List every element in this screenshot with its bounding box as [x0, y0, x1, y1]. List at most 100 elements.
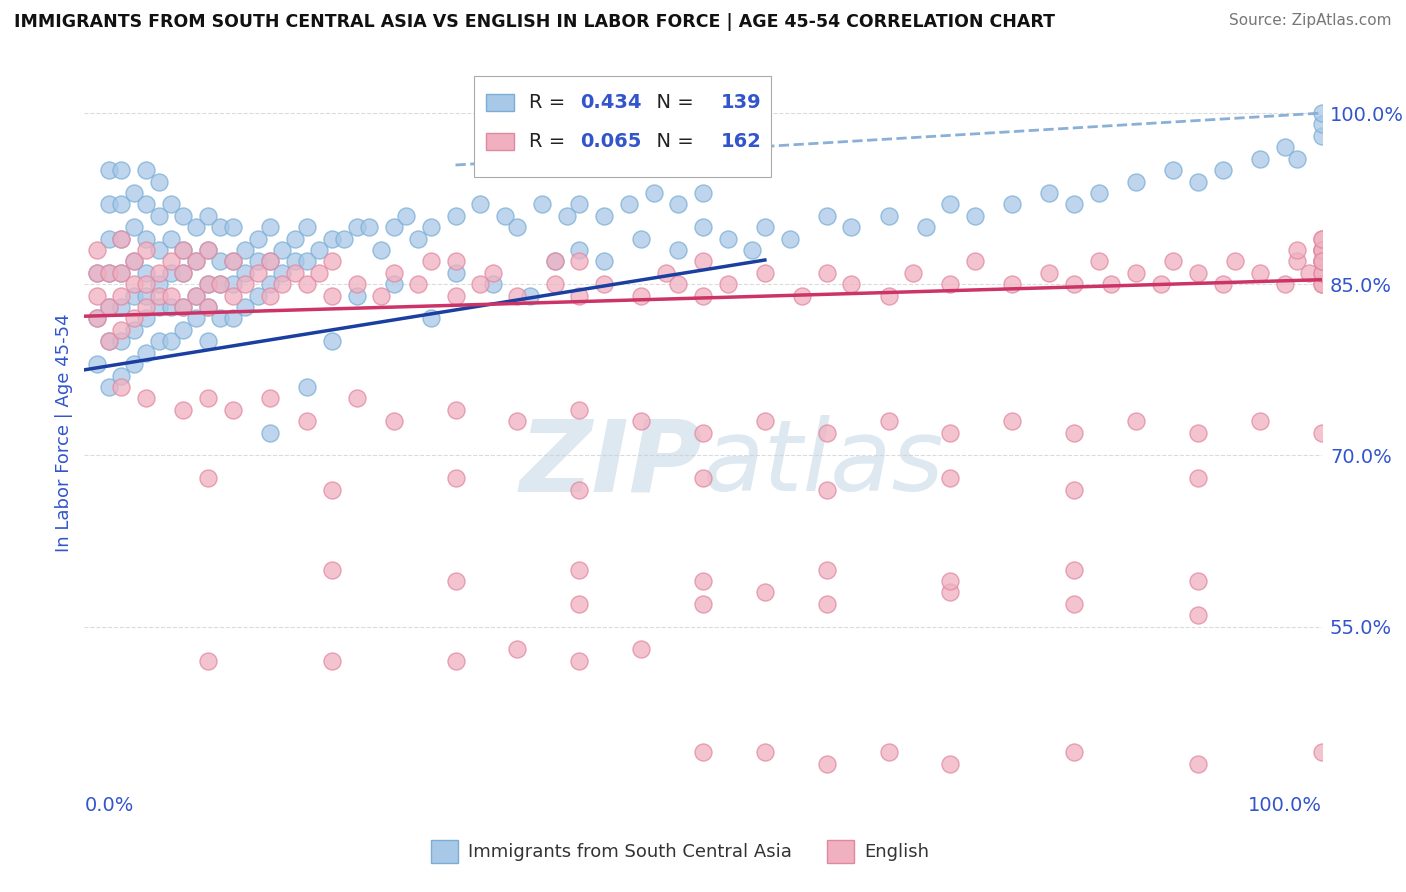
Point: [717, 232, 740, 246]
Text: 139: 139: [720, 94, 761, 112]
Point: [259, 220, 281, 235]
Point: [1310, 128, 1333, 143]
Point: [148, 175, 170, 189]
Point: [815, 597, 838, 611]
Point: [122, 254, 145, 268]
Point: [98, 300, 121, 314]
Point: [86, 311, 108, 326]
Point: [1187, 175, 1209, 189]
Point: [197, 300, 219, 314]
Point: [1310, 266, 1333, 280]
Point: [903, 266, 925, 280]
Point: [382, 414, 405, 428]
Point: [815, 483, 838, 497]
Point: [135, 197, 157, 211]
Point: [506, 220, 529, 235]
Point: [568, 402, 591, 417]
Point: [110, 380, 132, 394]
Point: [148, 334, 170, 349]
Point: [692, 186, 714, 200]
Point: [543, 277, 565, 292]
Point: [692, 597, 714, 611]
Point: [1274, 140, 1296, 154]
Point: [197, 300, 219, 314]
Point: [160, 288, 183, 302]
Point: [222, 311, 245, 326]
Point: [754, 414, 776, 428]
Text: English: English: [863, 843, 929, 861]
Point: [321, 483, 343, 497]
Point: [1310, 118, 1333, 132]
Point: [246, 254, 269, 268]
Point: [233, 277, 256, 292]
Point: [271, 266, 294, 280]
Text: 0.0%: 0.0%: [84, 796, 134, 815]
Point: [754, 585, 776, 599]
Point: [122, 220, 145, 235]
Point: [531, 197, 554, 211]
Point: [370, 288, 392, 302]
Point: [419, 311, 441, 326]
Point: [209, 220, 232, 235]
Point: [148, 288, 170, 302]
Point: [295, 380, 318, 394]
Point: [779, 232, 801, 246]
Point: [110, 232, 132, 246]
Point: [666, 277, 689, 292]
Point: [98, 163, 121, 178]
Point: [593, 254, 616, 268]
Point: [1125, 175, 1147, 189]
Point: [284, 232, 307, 246]
Point: [148, 243, 170, 257]
Point: [222, 288, 245, 302]
Point: [295, 220, 318, 235]
Point: [692, 288, 714, 302]
Point: [1161, 163, 1184, 178]
Point: [197, 243, 219, 257]
Point: [1212, 277, 1234, 292]
Text: R =: R =: [529, 94, 571, 112]
Point: [543, 254, 565, 268]
Point: [543, 254, 565, 268]
Point: [568, 197, 591, 211]
Point: [184, 288, 207, 302]
Point: [1150, 277, 1173, 292]
Point: [110, 163, 132, 178]
Point: [172, 243, 194, 257]
Point: [122, 277, 145, 292]
Point: [1187, 266, 1209, 280]
Point: [1063, 197, 1085, 211]
Point: [122, 323, 145, 337]
Point: [148, 300, 170, 314]
Point: [98, 380, 121, 394]
Point: [939, 197, 962, 211]
Point: [135, 392, 157, 406]
Point: [1298, 266, 1320, 280]
FancyBboxPatch shape: [474, 76, 770, 177]
Point: [444, 574, 467, 588]
Point: [172, 266, 194, 280]
Point: [160, 334, 183, 349]
Point: [1274, 277, 1296, 292]
Bar: [486, 95, 513, 112]
Point: [197, 243, 219, 257]
Point: [568, 288, 591, 302]
Point: [914, 220, 936, 235]
Point: [754, 220, 776, 235]
Point: [321, 232, 343, 246]
Point: [815, 266, 838, 280]
Point: [1099, 277, 1122, 292]
Point: [1063, 745, 1085, 759]
Point: [233, 266, 256, 280]
Point: [617, 197, 640, 211]
Point: [630, 288, 652, 302]
Point: [1310, 425, 1333, 440]
Point: [295, 254, 318, 268]
Point: [321, 654, 343, 668]
Point: [444, 254, 467, 268]
Point: [630, 232, 652, 246]
Point: [754, 745, 776, 759]
Point: [1187, 756, 1209, 771]
Point: [86, 288, 108, 302]
Point: [1310, 106, 1333, 120]
